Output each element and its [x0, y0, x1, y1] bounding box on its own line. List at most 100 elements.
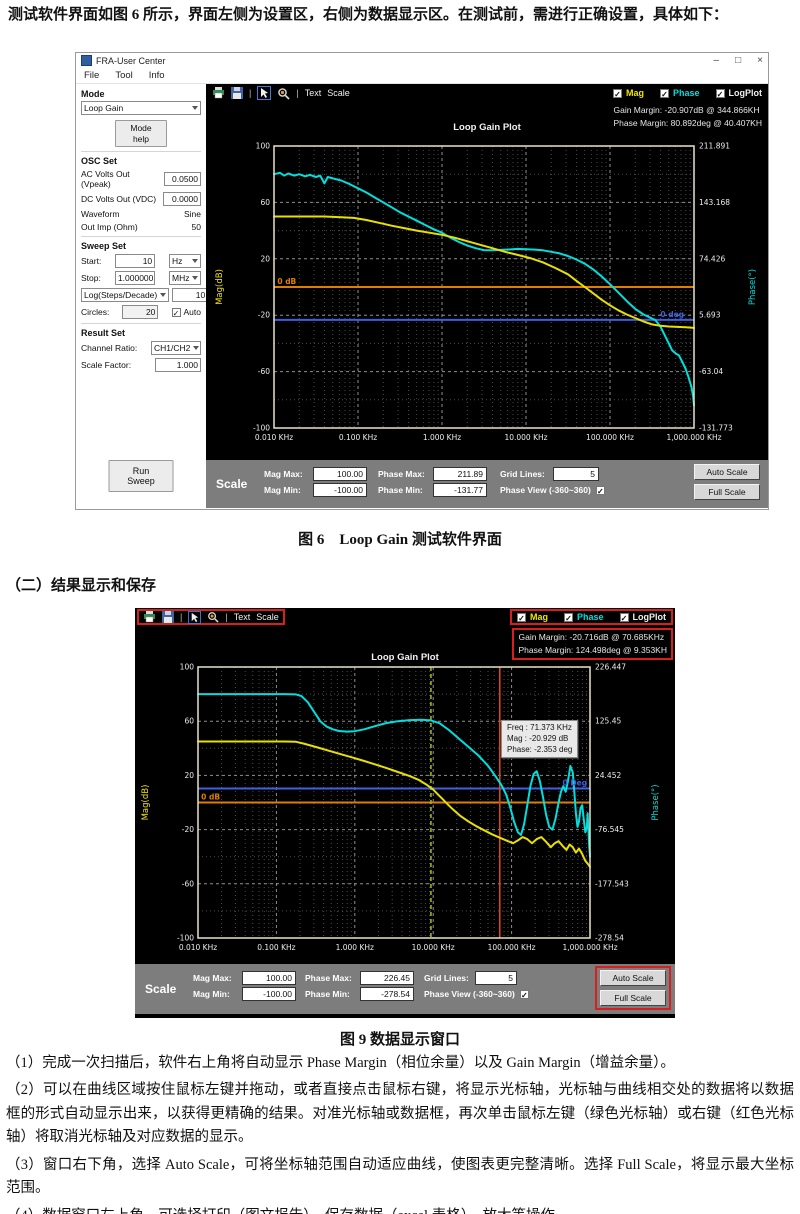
dc-volts-input[interactable]: 0.0000 — [163, 192, 201, 207]
axis-tick-label: 100.000 KHz — [586, 433, 634, 442]
phase-max-input[interactable]: 211.89 — [433, 467, 487, 481]
logplot-checkbox[interactable] — [619, 612, 629, 622]
phase-min-input[interactable]: -131.77 — [433, 483, 487, 497]
grid-lines-input[interactable]: 5 — [475, 971, 517, 985]
mag-min-input[interactable]: -100.00 — [313, 483, 367, 497]
logplot-checkbox[interactable] — [715, 88, 725, 98]
maximize-button[interactable]: □ — [735, 54, 742, 66]
axis-tick-label: 100 — [180, 663, 195, 672]
zoom-tool-icon[interactable] — [207, 611, 219, 623]
gain-margin-text: Gain Margin: -20.716dB @ 70.685KHz — [518, 632, 665, 642]
print-icon[interactable] — [212, 87, 225, 99]
stop-input[interactable]: 1.000000 — [114, 271, 155, 286]
menu-item-file[interactable]: File — [84, 70, 100, 81]
full-scale-button[interactable]: Full Scale — [694, 484, 760, 500]
axis-tick-label: -76.545 — [595, 825, 624, 834]
plot-frame — [197, 666, 591, 939]
axis-tick-label: -100 — [177, 934, 194, 943]
scale-menu[interactable]: Scale — [327, 88, 350, 98]
menu-item-tool[interactable]: Tool — [115, 70, 133, 81]
0-db-label: 0 dB — [277, 277, 296, 286]
cursor-tool-icon[interactable] — [257, 86, 272, 100]
phase-checkbox[interactable] — [563, 612, 573, 622]
scale-menu[interactable]: Scale — [256, 612, 279, 622]
toolbar-separator: | — [249, 88, 252, 98]
full-scale-button[interactable]: Full Scale — [600, 990, 666, 1006]
plot-toolbar-2: | | Text Scale Mag Phase LogPlot — [135, 608, 675, 626]
start-label: Start: — [81, 256, 102, 267]
mag-curve — [273, 215, 695, 329]
start-unit-select[interactable]: Hz — [169, 254, 201, 269]
axis-tick-label: 60 — [260, 198, 270, 207]
axis-tick-label: 125.45 — [595, 717, 621, 726]
phase-checkbox[interactable] — [659, 88, 669, 98]
cursor-data-tooltip: Freq : 71.373 KHz Mag : -20.929 dB Phase… — [501, 720, 579, 759]
save-icon[interactable] — [231, 87, 243, 99]
channel-ratio-select[interactable]: CH1/CH2 — [151, 341, 201, 356]
menu-item-info[interactable]: Info — [148, 70, 165, 81]
mag-checkbox[interactable] — [516, 612, 526, 622]
phase-view-checkbox[interactable] — [595, 485, 605, 495]
axis-tick-label: -60 — [182, 879, 194, 888]
osc-group-title: OSC Set — [81, 156, 118, 167]
auto-scale-button[interactable]: Auto Scale — [600, 970, 666, 986]
stop-unit-select[interactable]: MHz — [168, 271, 201, 286]
toolbar-annotation-box: | | Text Scale — [137, 609, 285, 625]
plot-toolbar-1: | | Text Scale Mag Phase LogPlot — [206, 84, 768, 102]
print-icon[interactable] — [143, 611, 156, 623]
ac-volts-input[interactable]: 0.0500 — [163, 172, 201, 187]
scale-factor-input[interactable]: 1.000 — [155, 358, 201, 373]
mag-trace-toggle: Mag — [612, 88, 644, 98]
mag-max-input[interactable]: 100.00 — [313, 467, 367, 481]
mag-curve — [197, 740, 591, 868]
axis-tick-label: 1.000 KHz — [336, 943, 374, 952]
mag-checkbox-label: Mag — [529, 612, 548, 622]
mag-axis-label: Mag(dB) — [141, 785, 151, 821]
mode-help-button[interactable]: Mode help — [115, 120, 167, 148]
stop-label: Stop: — [81, 273, 101, 284]
phase-curve — [273, 171, 695, 407]
cursor-tool-icon[interactable] — [188, 610, 202, 624]
mag-max-input[interactable]: 100.00 — [242, 971, 296, 985]
scale-bar-2: Scale Mag Max: 100.00 Phase Max: 226.45 … — [135, 964, 675, 1014]
phase-view-checkbox[interactable] — [519, 989, 529, 999]
logplot-trace-toggle: LogPlot — [619, 612, 666, 622]
mag-checkbox[interactable] — [612, 88, 622, 98]
phase-min-label: Phase Min: — [305, 989, 350, 999]
zoom-tool-icon[interactable] — [277, 87, 290, 100]
axis-tick-label: 0.100 KHz — [339, 433, 377, 442]
phase-min-input[interactable]: -278.54 — [360, 987, 414, 1001]
steps-input[interactable]: 10 — [172, 288, 209, 303]
circles-input[interactable]: 20 — [122, 305, 159, 320]
text-menu[interactable]: Text — [233, 612, 251, 622]
axis-tick-label: 10.000 KHz — [412, 943, 455, 952]
phase-margin-text: Phase Margin: 124.498deg @ 9.353KH — [518, 645, 667, 656]
body-paragraph: （2）可以在曲线区域按住鼠标左键并拖动，或者直接点击鼠标右键，将显示光标轴，光标… — [6, 1082, 794, 1146]
waveform-label: Waveform — [81, 209, 120, 220]
steps-mode-select[interactable]: Log(Steps/Decade) — [81, 288, 170, 303]
loop-gain-plot-1: 100 60 20 -20 -60 -100 211.891 143.168 74.426 5.6… — [215, 142, 758, 443]
close-button[interactable]: × — [757, 54, 763, 66]
axis-tick-label: 10.000 KHz — [504, 433, 547, 442]
auto-checkbox[interactable] — [171, 307, 181, 317]
minimize-button[interactable]: – — [713, 54, 720, 66]
auto-scale-button[interactable]: Auto Scale — [694, 464, 760, 480]
axis-tick-label: 1,000.000 KHz — [562, 943, 617, 952]
start-input[interactable]: 10 — [115, 254, 156, 269]
phase-trace-toggle: Phase — [659, 88, 700, 98]
mag-max-label: Mag Max: — [264, 469, 303, 479]
run-sweep-button[interactable]: Run Sweep — [108, 460, 174, 492]
section-heading: （二）结果显示和保存 — [6, 578, 157, 594]
phase-axis-label: Phase(°) — [651, 784, 661, 820]
mode-select[interactable]: Loop Gain — [81, 101, 201, 115]
phase-max-input[interactable]: 226.45 — [360, 971, 414, 985]
phase-max-label: Phase Max: — [378, 469, 425, 479]
mag-min-input[interactable]: -100.00 — [242, 987, 296, 1001]
grid-lines-input[interactable]: 5 — [553, 467, 599, 481]
save-icon[interactable] — [162, 611, 174, 623]
text-menu[interactable]: Text — [304, 88, 322, 98]
axis-tick-label: -100 — [253, 424, 270, 433]
phase-curve — [197, 693, 591, 858]
chevron-down-icon — [192, 276, 199, 281]
